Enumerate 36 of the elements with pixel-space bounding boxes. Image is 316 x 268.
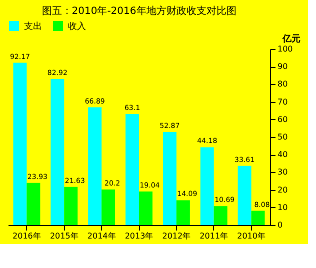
bar xyxy=(13,62,27,225)
bar xyxy=(162,132,176,225)
bar xyxy=(88,107,102,225)
y-axis-title: 亿元 xyxy=(282,34,300,44)
bar xyxy=(26,182,40,225)
legend-label: 收入 xyxy=(68,21,86,32)
bar xyxy=(139,191,152,225)
y-tick-label: 0 xyxy=(278,220,283,230)
y-tick-label: 20 xyxy=(278,185,288,194)
x-tick-label: 2010年 xyxy=(237,232,266,240)
y-tick-label: 90 xyxy=(278,62,288,72)
bar xyxy=(50,79,64,225)
bar xyxy=(200,147,214,225)
y-tick-label: 60 xyxy=(278,114,288,124)
y-tick-label: 100 xyxy=(278,44,293,54)
bar xyxy=(126,114,139,225)
x-tick-label: 2014年 xyxy=(87,232,116,240)
x-tick-label: 2011年 xyxy=(200,232,228,240)
bar xyxy=(238,166,252,225)
y-tick-label: 30 xyxy=(278,168,288,177)
bar xyxy=(102,189,116,225)
x-tick-label: 2012年 xyxy=(162,232,191,240)
y-tick-label: 50 xyxy=(278,132,288,142)
bar xyxy=(64,186,78,225)
legend-label: 支出 xyxy=(24,21,42,32)
x-tick-label: 2015年 xyxy=(50,232,78,240)
bar xyxy=(251,210,265,225)
x-tick-label: 2013年 xyxy=(124,232,154,240)
y-tick-label: 70 xyxy=(278,97,288,106)
x-tick-label: 2016年 xyxy=(12,232,41,240)
y-tick-label: 80 xyxy=(278,80,288,89)
y-tick-label: 10 xyxy=(278,202,288,212)
y-tick-label: 40 xyxy=(278,150,288,160)
bar xyxy=(214,206,228,225)
chart-title: 图五：2010年-2016年地方财政收支对比图 xyxy=(42,5,236,17)
bar xyxy=(176,200,190,225)
